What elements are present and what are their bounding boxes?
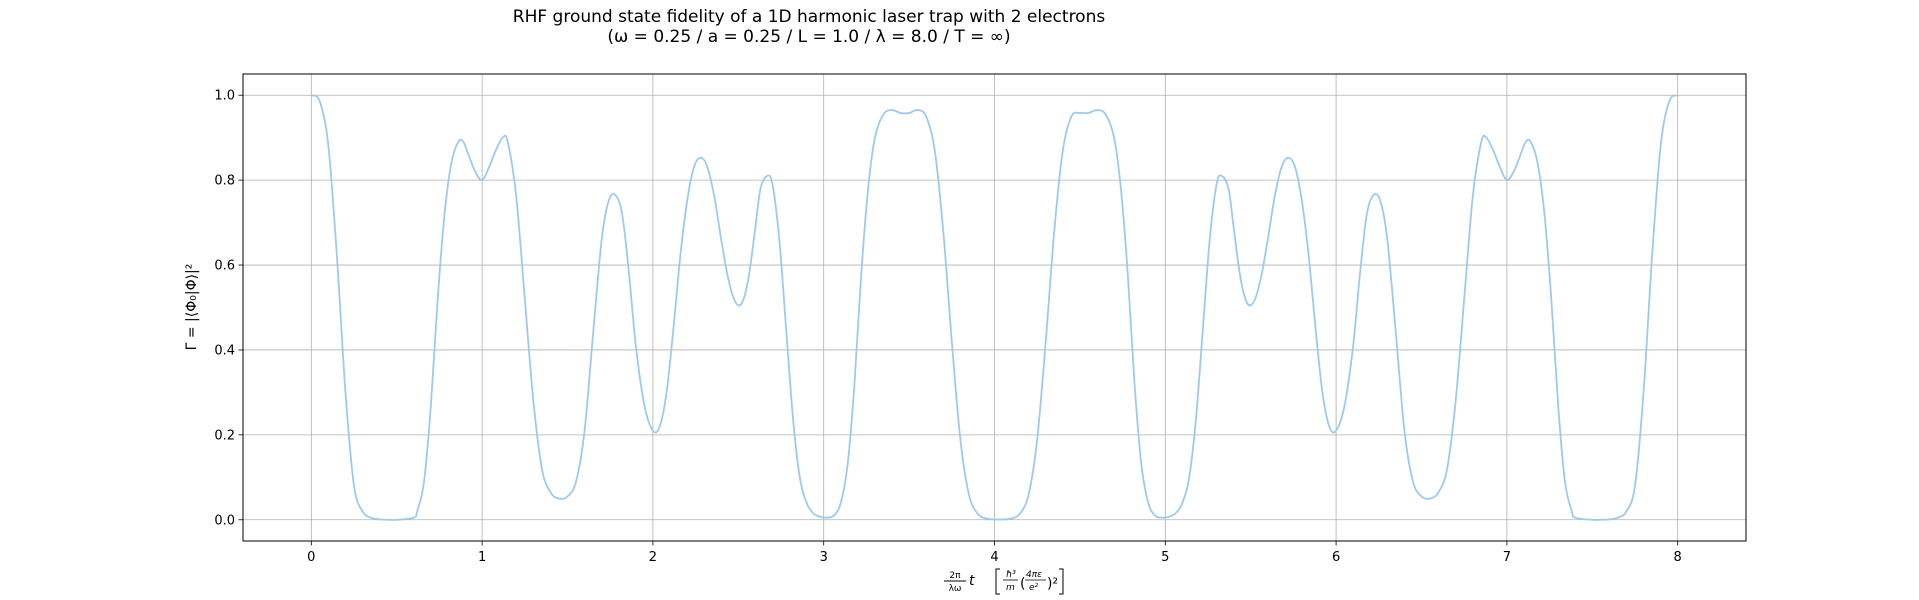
y-tick-label: 1.0: [214, 89, 235, 104]
x-label-coef-denominator: λω: [949, 584, 962, 594]
x-tick-label: 6: [1332, 550, 1340, 565]
chart-title-line-2: (ω = 0.25 / a = 0.25 / L = 1.0 / λ = 8.0…: [607, 27, 1010, 47]
data-line-layer: [310, 94, 1679, 521]
svg-text:ħ³: ħ³: [1006, 570, 1016, 580]
svg-text:(: (: [1020, 576, 1025, 592]
x-label-time: t: [969, 573, 975, 589]
x-axis-label: 2π λω t ħ³ m ( 4πε e² )²: [944, 568, 1064, 595]
x-label-coef-numerator: 2π: [949, 571, 961, 581]
y-tick-label: 0.6: [214, 259, 235, 274]
svg-text:e²: e²: [1029, 583, 1039, 593]
x-tick-label: 4: [990, 550, 998, 565]
x-tick-label: 8: [1674, 550, 1682, 565]
x-tick-label: 7: [1503, 550, 1511, 565]
x-tick-label: 5: [1161, 550, 1169, 565]
y-axis-ticks: 0.0 0.2 0.4 0.6 0.8 1.0: [214, 89, 243, 528]
x-tick-label: 1: [478, 550, 486, 565]
y-tick-label: 0.4: [214, 343, 235, 358]
grid: [243, 74, 1746, 541]
x-tick-label: 3: [820, 550, 828, 565]
y-tick-label: 0.2: [214, 428, 235, 443]
x-tick-label: 2: [649, 550, 657, 565]
y-tick-label: 0.0: [214, 513, 235, 528]
svg-text:)²: )²: [1047, 576, 1058, 592]
svg-text:4πε: 4πε: [1026, 570, 1042, 580]
fidelity-series-line: [310, 94, 1679, 521]
y-tick-label: 0.8: [214, 174, 235, 189]
x-tick-label: 0: [307, 550, 315, 565]
chart-title-line-1: RHF ground state fidelity of a 1D harmon…: [513, 7, 1106, 27]
svg-text:m: m: [1006, 583, 1015, 593]
x-label-unit-bracket: ħ³ m ( 4πε e² )²: [995, 568, 1064, 595]
y-axis-label: Γ = |⟨Φ₀|Φ⟩|²: [184, 264, 200, 351]
x-axis-ticks: 0 1 2 3 4 5 6 7 8: [307, 541, 1682, 565]
